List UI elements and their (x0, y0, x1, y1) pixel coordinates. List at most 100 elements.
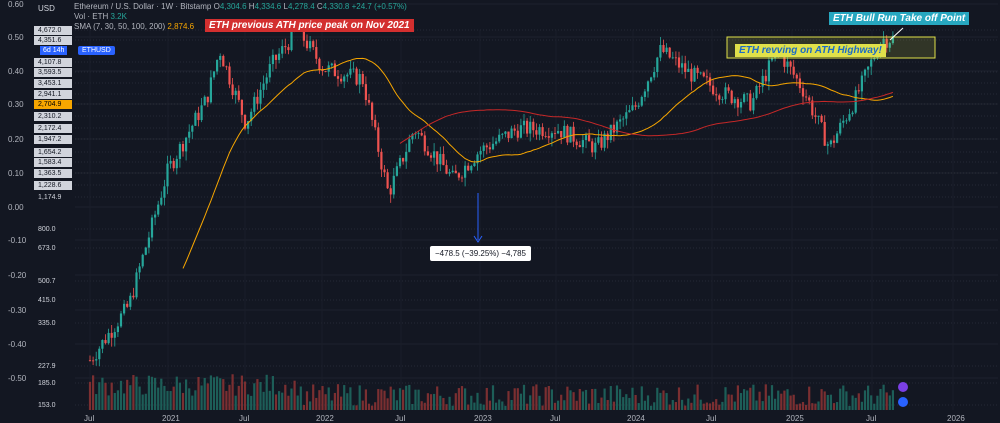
price-level-label: 3,593.5 (34, 68, 72, 77)
volume-bar (569, 390, 572, 410)
candle-body (625, 112, 628, 119)
candle-body (346, 74, 349, 77)
volume-bar (433, 393, 436, 410)
volume-bar (324, 394, 327, 410)
candle-body (262, 83, 265, 90)
candle-body (336, 76, 340, 79)
candle-body (240, 99, 243, 115)
candle-body (185, 137, 188, 152)
volume-bar (798, 403, 801, 410)
ohlc-low-label: L (283, 2, 288, 11)
candle-body (699, 72, 702, 74)
candle-body (163, 186, 166, 198)
candle-body (718, 95, 721, 100)
candle-body (157, 204, 160, 215)
volume-bar (572, 392, 575, 410)
volume-bar (795, 404, 798, 410)
volume-bar (637, 403, 640, 410)
volume-bar (250, 395, 253, 410)
price-level-label: 1,174.9 (34, 193, 72, 202)
candle-body (805, 96, 808, 98)
y-tick-label: 0.50 (8, 33, 24, 42)
candle-body (857, 90, 860, 92)
candle-body (228, 66, 231, 85)
volume-bar (789, 395, 792, 410)
volume-bar (429, 394, 433, 410)
calendar-icon[interactable] (898, 397, 908, 407)
candle-body (764, 75, 767, 82)
volume-bar (777, 390, 780, 410)
candle-body (451, 170, 454, 173)
ticker-badge[interactable]: ETHUSD (78, 46, 115, 55)
volume-bar (436, 386, 439, 410)
candle-body (544, 136, 547, 137)
countdown-badge: 6d 14h (40, 46, 68, 55)
volume-bar (516, 388, 519, 410)
volume-bar (228, 384, 231, 410)
volume-bar (135, 376, 138, 410)
candle-body (358, 73, 361, 85)
volume-bar (181, 392, 185, 410)
candle-body (482, 145, 485, 151)
candle-body (92, 360, 95, 362)
volume-value: 3.2K (110, 12, 127, 21)
candle-body (113, 332, 116, 338)
volume-bar (622, 397, 625, 410)
volume-bar (867, 385, 870, 410)
candle-body (888, 43, 891, 48)
candle-body (817, 115, 820, 117)
volume-bar (454, 393, 457, 410)
candle-body (398, 158, 402, 167)
candle-body (281, 46, 284, 54)
candle-body (867, 66, 870, 70)
volume-bar (510, 399, 513, 410)
candle-body (367, 100, 371, 103)
volume-bar (761, 401, 764, 410)
volume-bar (662, 390, 665, 410)
candle-body (309, 41, 312, 49)
volume-bar (696, 384, 699, 410)
price-level-label: 4,351.6 (34, 36, 72, 45)
candle-body (578, 145, 581, 148)
volume-bar (625, 394, 628, 410)
volume-bar (882, 384, 885, 410)
candle-body (786, 61, 789, 67)
volume-bar (885, 392, 888, 410)
candle-body (408, 139, 411, 152)
volume-bar (736, 385, 739, 410)
candle-body (172, 160, 175, 169)
volume-bar (411, 403, 414, 410)
volume-bar (671, 400, 674, 410)
candle-body (222, 55, 225, 67)
ath-highway-note[interactable]: ETH revving on ATH Highway! (735, 44, 886, 57)
volume-bar (739, 393, 743, 410)
volume-bar (464, 388, 467, 410)
candle-body (445, 165, 448, 174)
volume-bar (643, 400, 646, 410)
volume-bar (408, 384, 411, 410)
price-level-label: 227.9 (34, 362, 72, 371)
volume-bar (101, 377, 104, 410)
flash-icon[interactable] (898, 382, 908, 392)
drawdown-measure-label[interactable]: −478.5 (−39.25%) −4,785 (430, 246, 531, 261)
takeoff-note[interactable]: ETH Bull Run Take off Point (829, 12, 970, 25)
volume-bar (178, 382, 181, 410)
volume-bar (870, 395, 873, 410)
price-level-label: 1,228.6 (34, 181, 72, 190)
ath-2021-note[interactable]: ETH previous ATH price peak on Nov 2021 (205, 19, 414, 32)
volume-bar (333, 392, 336, 410)
volume-bar (349, 387, 352, 410)
volume-bar (327, 387, 330, 410)
volume-bar (786, 389, 789, 410)
candle-body (197, 112, 200, 121)
volume-bar (588, 403, 591, 410)
currency-label: USD (38, 4, 55, 13)
volume-bar (253, 383, 256, 410)
volume-bar (829, 394, 832, 410)
volume-bar (191, 395, 194, 410)
price-level-label: 415.0 (34, 296, 72, 305)
candle-body (739, 101, 743, 108)
volume-bar (166, 390, 169, 410)
volume-bar (712, 401, 715, 410)
